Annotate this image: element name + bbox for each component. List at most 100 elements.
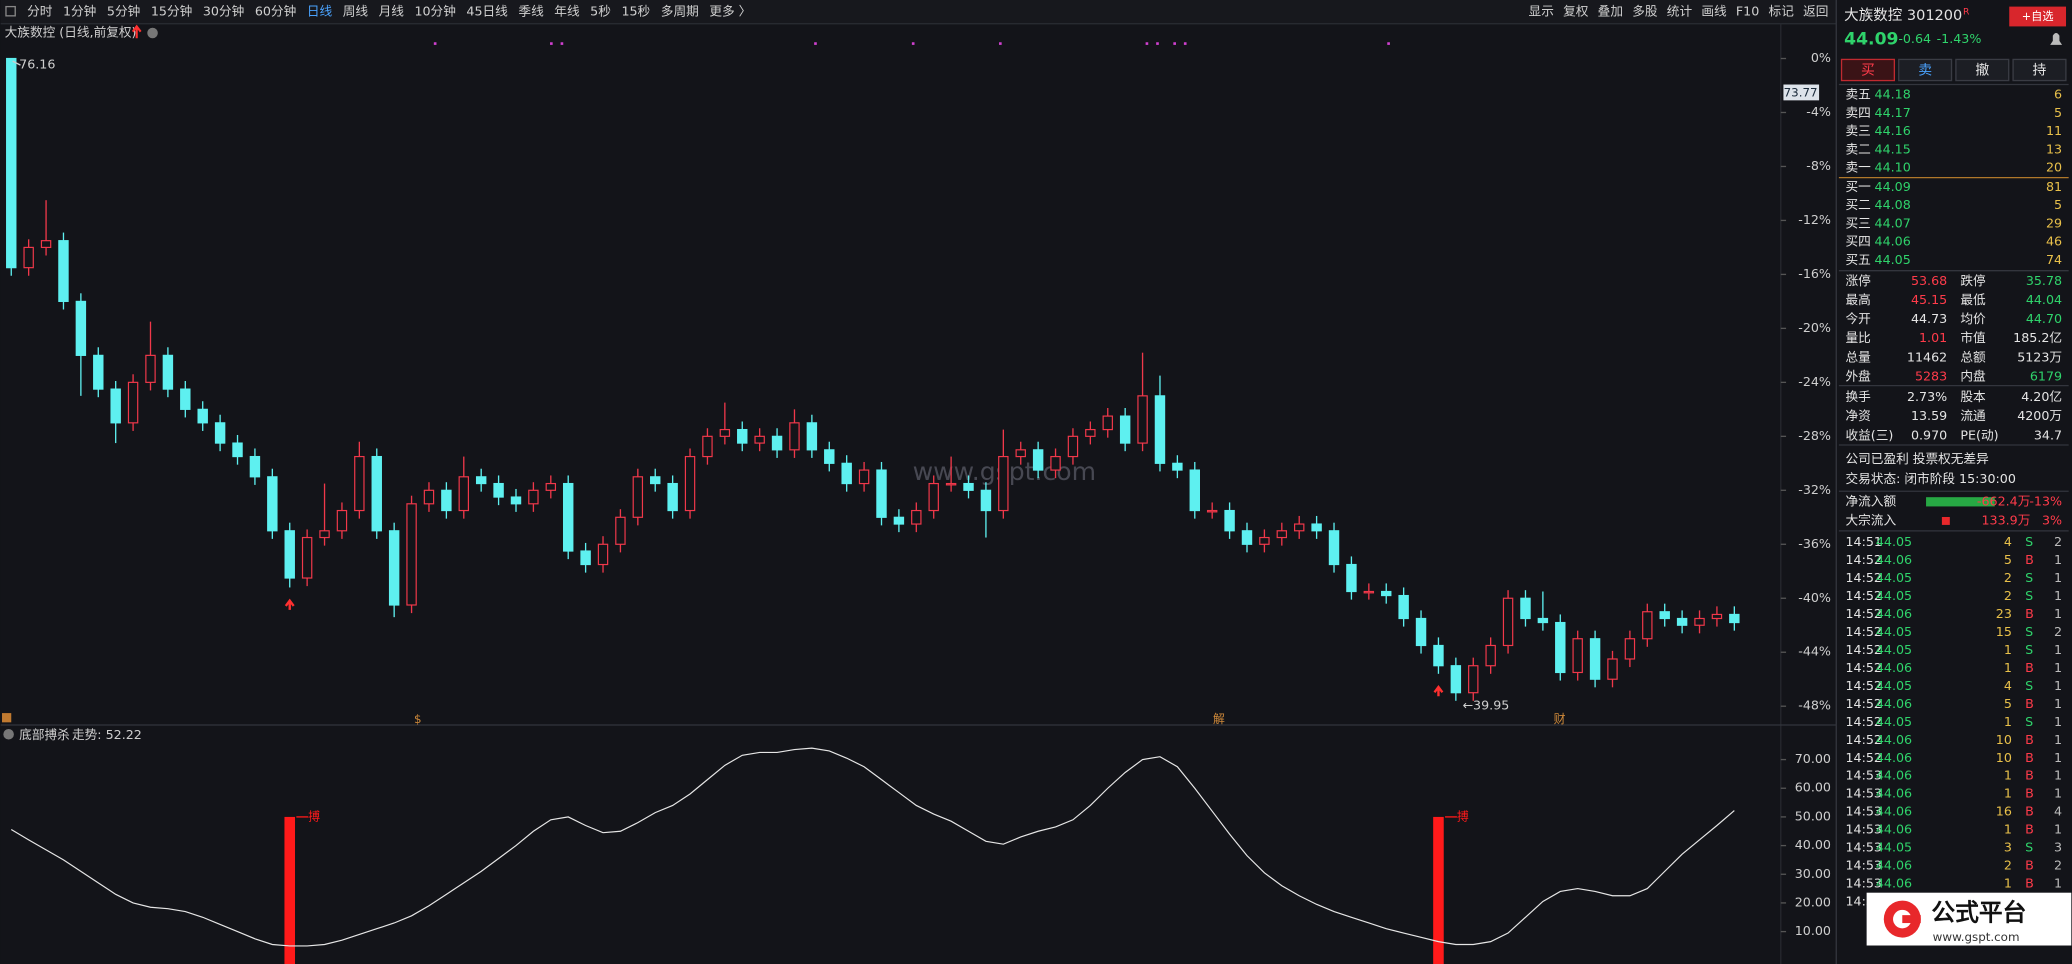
period-tab[interactable]: 5分钟 [107, 3, 140, 18]
stat-value: 44.73 [1911, 311, 1947, 326]
period-tab[interactable]: 多周期 [661, 3, 699, 18]
period-tab[interactable]: 更多 〉 [709, 3, 751, 18]
candle-body [197, 408, 208, 424]
period-tab[interactable]: 周线 [343, 3, 369, 18]
period-tab[interactable]: 年线 [554, 3, 580, 18]
tool-button[interactable]: 返回 [1803, 3, 1828, 18]
action-button[interactable] [1955, 58, 2010, 82]
tool-button[interactable]: 复权 [1563, 3, 1589, 18]
tick-side: B [2025, 696, 2034, 711]
tool-button[interactable]: 标记 [1769, 3, 1795, 18]
y-tick-label: 50.00 [1795, 808, 1831, 823]
book-label: 买一 [1845, 179, 1871, 194]
action-button[interactable] [1898, 58, 1953, 82]
period-tab[interactable]: 15秒 [621, 3, 650, 18]
y-tick-label: 60.00 [1795, 780, 1831, 795]
period-tab[interactable]: 1分钟 [63, 3, 96, 18]
tick-time: 14:53 [1845, 822, 1881, 837]
book-label: 买三 [1845, 215, 1870, 230]
y-tick-label: -40% [1798, 590, 1831, 605]
tick-volume: 15 [1996, 624, 2012, 639]
period-tab[interactable]: 月线 [379, 3, 405, 18]
high-label: 76.16 [19, 57, 55, 72]
candle-body [232, 442, 243, 458]
tick-side: S [2025, 678, 2033, 693]
candle-body [1050, 455, 1061, 471]
tick-time: 14:53 [1845, 786, 1881, 801]
tick-count: 2 [2054, 624, 2062, 639]
tick-side: S [2025, 588, 2033, 603]
candle-body [162, 354, 174, 390]
tool-button[interactable]: 叠加 [1598, 3, 1623, 18]
candle-body [1363, 590, 1375, 594]
tool-button[interactable]: F10 [1736, 3, 1759, 18]
y-tick-label: -8% [1806, 158, 1831, 173]
period-tab[interactable]: 60分钟 [255, 3, 296, 18]
candle-body [249, 455, 261, 478]
period-tab[interactable]: 10分钟 [414, 3, 455, 18]
flow-pct: 3% [2042, 512, 2062, 527]
candle-body [1137, 395, 1148, 444]
candle-body [1676, 617, 1688, 626]
candle-body [1172, 462, 1183, 471]
action-button[interactable] [2012, 58, 2067, 82]
event-marker: 解 [1213, 712, 1225, 726]
candle-body [458, 476, 469, 512]
candle-body [40, 240, 52, 249]
stat-value: 44.70 [2026, 311, 2062, 326]
tool-button[interactable]: 画线 [1701, 3, 1727, 18]
period-tab[interactable]: 日线 [307, 3, 333, 18]
period-tab[interactable]: 季线 [518, 3, 544, 18]
period-tab[interactable]: 45日线 [466, 3, 508, 18]
candle-body [23, 246, 34, 269]
candle-body [110, 388, 121, 424]
watch-button[interactable] [2009, 6, 2067, 27]
tick-volume: 2 [2004, 588, 2012, 603]
book-volume: 74 [2046, 252, 2062, 267]
stat-label: 市值 [1960, 330, 1986, 345]
tool-button[interactable]: 多股 [1632, 3, 1658, 18]
tick-count: 1 [2054, 642, 2062, 657]
book-volume: 29 [2046, 215, 2062, 230]
settings-icon[interactable] [147, 27, 158, 39]
candle-body [1589, 638, 1601, 680]
book-volume: 81 [2046, 179, 2062, 194]
tick-price: 44.05 [1876, 840, 1912, 855]
book-price: 44.05 [1875, 252, 1911, 267]
y-tick-label: -24% [1798, 374, 1831, 389]
candle-body [650, 476, 661, 485]
candle-body [388, 530, 400, 606]
tool-button[interactable]: 统计 [1667, 3, 1693, 18]
period-tab[interactable]: 分时 [27, 3, 53, 18]
tick-side: B [2025, 606, 2034, 621]
candle-body [145, 354, 156, 383]
book-volume: 5 [2054, 197, 2062, 212]
tool-button[interactable]: 显示 [1529, 3, 1554, 18]
tick-count: 1 [2054, 822, 2062, 837]
book-price: 44.10 [1875, 159, 1911, 174]
candle-body [632, 476, 644, 518]
y-tick-label: -32% [1798, 482, 1831, 497]
candle-body [858, 469, 870, 485]
period-tab[interactable]: 30分钟 [203, 3, 244, 18]
period-tab[interactable]: 5秒 [590, 3, 611, 18]
signal-bar [1433, 816, 1444, 964]
candle-body [301, 536, 313, 579]
stat-value: 45.15 [1911, 292, 1947, 307]
period-tab[interactable]: 15分钟 [151, 3, 192, 18]
change: -0.64 [1898, 31, 1931, 46]
tick-price: 44.06 [1876, 822, 1912, 837]
action-button[interactable] [1840, 58, 1896, 82]
menu-icon[interactable] [5, 5, 16, 17]
candle-body [580, 550, 591, 566]
low-label: ←39.95 [1462, 698, 1509, 713]
candle-body [597, 543, 609, 566]
settings-icon[interactable] [3, 728, 14, 740]
stat-label: 总额 [1960, 349, 1986, 364]
candle-body [1206, 509, 1218, 513]
tick-price: 44.06 [1876, 786, 1912, 801]
logo-name: 公式平台 [1931, 898, 2026, 926]
candle-body [1468, 665, 1479, 694]
tick-volume: 1 [2004, 822, 2012, 837]
